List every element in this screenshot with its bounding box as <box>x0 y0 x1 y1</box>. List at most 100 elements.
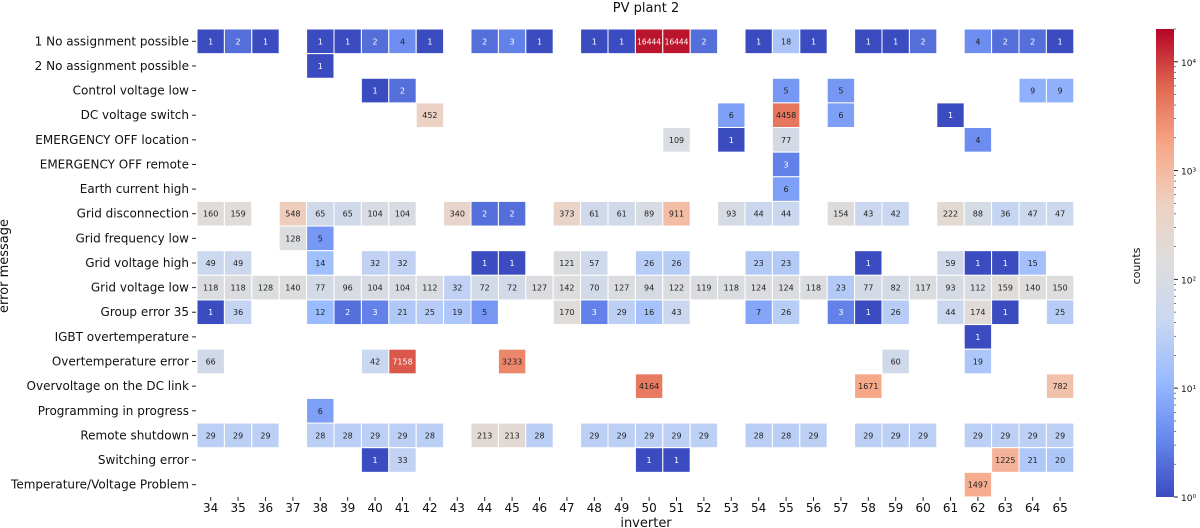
heatmap-cell <box>689 274 719 301</box>
cell-value-label: 1 <box>866 259 871 268</box>
cell-value-label: 104 <box>395 284 410 293</box>
heatmap-cell <box>196 200 225 227</box>
heatmap-cell <box>963 299 993 326</box>
heatmap-cell <box>360 348 390 375</box>
heatmap-cell <box>991 299 1020 326</box>
cell-value-label: 213 <box>477 431 492 440</box>
heatmap-cell <box>360 274 390 301</box>
heatmap-cell <box>771 274 801 301</box>
cell-value-label: 104 <box>367 210 382 219</box>
heatmap-cell <box>826 102 856 129</box>
cell-value-label: 118 <box>230 284 245 293</box>
x-tick-label: 57 <box>833 501 848 515</box>
heatmap-cell <box>991 274 1020 301</box>
cell-value-label: 29 <box>808 431 818 440</box>
cell-value-label: 1 <box>318 37 323 46</box>
x-tick-label: 48 <box>587 501 602 515</box>
heatmap-cell <box>388 77 417 104</box>
cell-value-label: 29 <box>1055 431 1065 440</box>
cell-value-label: 128 <box>285 234 300 243</box>
cell-value-label: 2 <box>1030 37 1035 46</box>
cell-value-label: 66 <box>206 358 216 367</box>
cell-value-label: 1 <box>975 259 980 268</box>
cell-value-label: 1 <box>263 37 268 46</box>
heatmap-cell <box>854 422 883 449</box>
y-tick-label: Programming in progress <box>38 404 189 418</box>
heatmap-cell <box>525 274 554 301</box>
heatmap-cell <box>497 28 527 55</box>
heatmap-cell <box>881 348 910 375</box>
heatmap-cell <box>662 299 691 326</box>
cell-value-label: 159 <box>998 284 1013 293</box>
cell-value-label: 93 <box>945 284 955 293</box>
cell-value-label: 118 <box>806 284 821 293</box>
cell-value-label: 154 <box>833 210 848 219</box>
heatmap-cell <box>607 200 636 227</box>
cell-value-label: 26 <box>891 308 901 317</box>
cell-value-label: 29 <box>891 431 901 440</box>
y-tick-label: Grid voltage high <box>85 256 189 270</box>
x-tick-label: 52 <box>696 501 711 515</box>
cell-value-label: 65 <box>343 210 353 219</box>
cell-value-label: 170 <box>559 308 574 317</box>
x-tick-label: 56 <box>806 501 821 515</box>
x-tick-label: 37 <box>285 501 300 515</box>
cell-value-label: 36 <box>233 308 243 317</box>
heatmap-cell <box>552 200 582 227</box>
heatmap-cell <box>771 102 801 129</box>
x-tick-label: 51 <box>669 501 684 515</box>
cell-value-label: 29 <box>589 431 599 440</box>
cell-value-label: 59 <box>945 259 955 268</box>
cell-value-label: 21 <box>397 308 407 317</box>
heatmap-cell <box>991 250 1020 276</box>
cell-value-label: 1 <box>811 37 816 46</box>
heatmap-cell <box>963 348 993 375</box>
cell-value-label: 2 <box>373 37 378 46</box>
cell-value-label: 65 <box>315 210 325 219</box>
heatmap-cell <box>826 299 856 326</box>
y-tick-label: Control voltage low <box>73 84 190 98</box>
cell-value-label: 19 <box>973 358 983 367</box>
heatmap-cell <box>854 200 883 227</box>
cell-value-label: 33 <box>397 456 407 465</box>
heatmap-cell <box>497 274 527 301</box>
heatmap-cell <box>634 28 664 55</box>
heatmap-cell <box>1018 447 1047 473</box>
cell-value-label: 452 <box>422 111 437 120</box>
heatmap-cell <box>689 422 719 449</box>
cell-value-label: 127 <box>614 284 629 293</box>
heatmap-cell <box>360 422 390 449</box>
cell-value-label: 29 <box>233 431 243 440</box>
y-tick-labels: 1 No assignment possible 2 No assignment … <box>10 34 196 492</box>
heatmap-cell <box>415 422 445 449</box>
cell-value-label: 1225 <box>995 456 1015 465</box>
x-tick-label: 38 <box>313 501 328 515</box>
cell-value-label: 43 <box>863 210 873 219</box>
cell-value-label: 42 <box>891 210 901 219</box>
cell-value-label: 25 <box>425 308 435 317</box>
cell-value-label: 29 <box>671 431 681 440</box>
heatmap-cell <box>306 200 335 227</box>
cell-value-label: 28 <box>343 431 353 440</box>
heatmap-cell <box>333 28 362 55</box>
heatmap-cell <box>881 422 910 449</box>
y-tick-label: 2 No assignment possible <box>35 59 189 73</box>
cell-value-label: 118 <box>203 284 218 293</box>
cell-value-label: 89 <box>644 210 654 219</box>
cell-value-label: 15 <box>1028 259 1038 268</box>
cell-value-label: 2 <box>510 210 515 219</box>
y-axis-label: error message <box>0 219 12 313</box>
heatmap-cell <box>360 28 390 55</box>
cell-value-label: 1 <box>537 37 542 46</box>
heatmap-cell <box>580 200 609 227</box>
heatmap-cell <box>196 250 225 276</box>
cell-value-label: 1497 <box>968 481 988 490</box>
cell-value-label: 32 <box>452 284 462 293</box>
x-tick-label: 58 <box>861 501 876 515</box>
x-tick-label: 63 <box>998 501 1013 515</box>
cell-value-label: 4164 <box>639 382 659 391</box>
heatmap-cell <box>662 200 691 227</box>
cell-value-label: 49 <box>233 259 243 268</box>
heatmap-cell <box>415 299 445 326</box>
cell-value-label: 14 <box>315 259 325 268</box>
